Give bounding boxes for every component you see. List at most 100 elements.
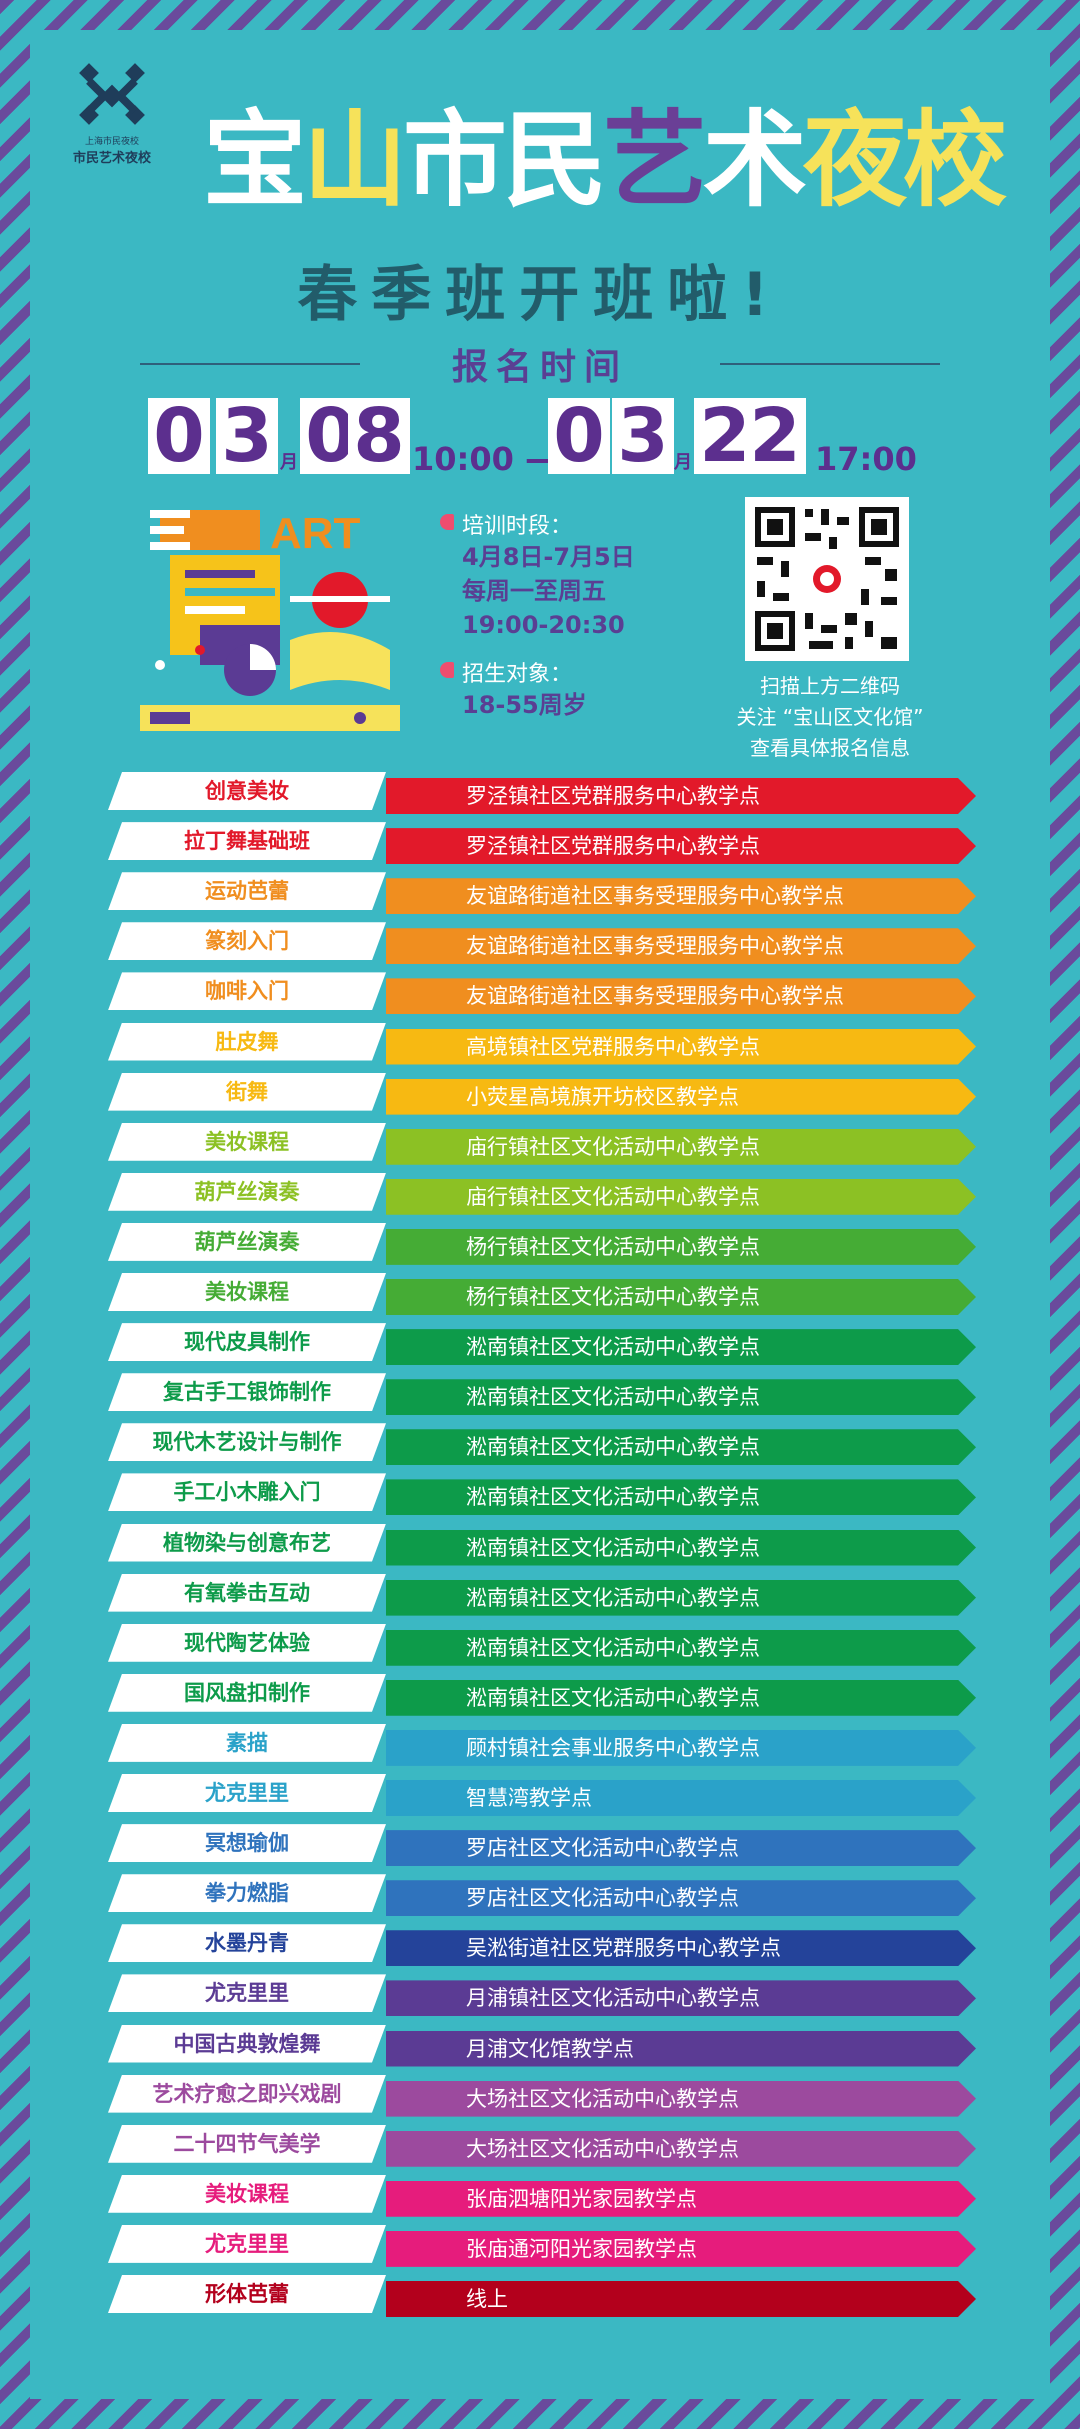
course-name: 葫芦丝演奏	[194, 1179, 300, 1204]
title-char: 校	[902, 99, 1007, 221]
course-row: 庙行镇社区文化活动中心教学点 美妆课程	[108, 1123, 980, 1161]
divider	[140, 363, 360, 365]
logo-name: 市民艺术夜校	[72, 151, 151, 166]
course-name: 尤克里里	[205, 1981, 289, 2006]
month-label: 月	[280, 452, 298, 473]
course-name-tag: 复古手工银饰制作	[108, 1373, 386, 1411]
start-time: 10:00 —	[412, 440, 557, 478]
course-name-tag: 现代木艺设计与制作	[108, 1423, 386, 1461]
course-name-tag: 有氧拳击互动	[108, 1574, 386, 1612]
art-word: ART	[270, 509, 361, 558]
course-row: 张庙泗塘阳光家园教学点 美妆课程	[108, 2175, 980, 2213]
logo-subtitle: 上海市民夜校	[84, 137, 139, 147]
course-name-tag: 美妆课程	[108, 2175, 386, 2213]
course-name-tag: 中国古典敦煌舞	[108, 2025, 386, 2063]
course-location: 庙行镇社区文化活动中心教学点	[466, 1184, 760, 1209]
course-name-tag: 创意美妆	[108, 772, 386, 810]
target-age: 18-55周岁	[462, 691, 587, 719]
course-name: 美妆课程	[205, 1280, 289, 1304]
course-name: 篆刻入门	[205, 929, 289, 954]
course-name: 二十四节气美学	[173, 2131, 321, 2156]
course-row: 友谊路街道社区事务受理服务中心教学点 咖啡入门	[108, 972, 980, 1010]
course-location: 月浦文化馆教学点	[466, 2036, 634, 2061]
course-location: 智慧湾教学点	[466, 1786, 592, 1810]
course-location: 淞南镇社区文化活动中心教学点	[466, 1435, 760, 1460]
course-location-bar: 友谊路街道社区事务受理服务中心教学点	[386, 878, 976, 914]
course-name: 街舞	[226, 1079, 268, 1104]
course-location-bar: 友谊路街道社区事务受理服务中心教学点	[386, 928, 976, 964]
course-name-tag: 艺术疗愈之即兴戏剧	[108, 2075, 386, 2113]
course-row: 线上 形体芭蕾	[108, 2275, 980, 2313]
course-name: 有氧拳击互动	[184, 1580, 310, 1605]
logo: 上海市民夜校 市民艺术夜校	[68, 60, 156, 166]
course-row: 罗泾镇社区党群服务中心教学点 拉丁舞基础班	[108, 822, 980, 860]
course-location: 大场社区文化活动中心教学点	[466, 2136, 739, 2161]
course-name: 美妆课程	[205, 2181, 289, 2206]
title-char: 宝	[202, 99, 307, 221]
period-line: 每周一至周五	[462, 577, 606, 605]
course-location: 高境镇社区党群服务中心教学点	[466, 1034, 760, 1059]
course-location: 罗泾镇社区党群服务中心教学点	[466, 784, 760, 808]
course-location: 线上	[466, 2287, 508, 2311]
course-row: 顾村镇社会事业服务中心教学点 素描	[108, 1724, 980, 1762]
course-name: 葫芦丝演奏	[194, 1229, 300, 1254]
course-location-bar: 友谊路街道社区事务受理服务中心教学点	[386, 978, 976, 1014]
course-location-bar: 淞南镇社区文化活动中心教学点	[386, 1680, 976, 1716]
course-name: 咖啡入门	[205, 979, 289, 1004]
date-digit: 2	[744, 398, 806, 474]
course-name-tag: 形体芭蕾	[108, 2275, 386, 2313]
course-location: 罗泾镇社区党群服务中心教学点	[466, 834, 760, 859]
course-name: 水墨丹青	[205, 1931, 289, 1956]
qr-code[interactable]	[745, 497, 909, 661]
course-location-bar: 淞南镇社区文化活动中心教学点	[386, 1530, 976, 1566]
course-name: 国风盘扣制作	[184, 1680, 310, 1705]
course-name: 拉丁舞基础班	[184, 829, 310, 854]
course-location-bar: 智慧湾教学点	[386, 1780, 976, 1816]
course-location-bar: 大场社区文化活动中心教学点	[386, 2081, 976, 2117]
course-location-bar: 庙行镇社区文化活动中心教学点	[386, 1179, 976, 1215]
course-location: 淞南镇社区文化活动中心教学点	[466, 1685, 760, 1710]
course-location-bar: 淞南镇社区文化活动中心教学点	[386, 1329, 976, 1365]
course-row: 淞南镇社区文化活动中心教学点 复古手工银饰制作	[108, 1373, 980, 1411]
course-location-bar: 大场社区文化活动中心教学点	[386, 2131, 976, 2167]
course-location: 淞南镇社区文化活动中心教学点	[466, 1335, 760, 1360]
course-location-bar: 淞南镇社区文化活动中心教学点	[386, 1479, 976, 1515]
course-name-tag: 葫芦丝演奏	[108, 1173, 386, 1211]
course-location-bar: 罗泾镇社区党群服务中心教学点	[386, 778, 976, 814]
course-row: 小荧星高境旗开坊校区教学点 街舞	[108, 1073, 980, 1111]
course-row: 杨行镇社区文化活动中心教学点 葫芦丝演奏	[108, 1223, 980, 1261]
divider	[720, 363, 940, 365]
course-row: 高境镇社区党群服务中心教学点 肚皮舞	[108, 1023, 980, 1061]
course-location-bar: 庙行镇社区文化活动中心教学点	[386, 1129, 976, 1165]
date-digit: 0	[148, 398, 210, 474]
month-label: 月	[674, 452, 692, 473]
course-name-tag: 手工小木雕入门	[108, 1473, 386, 1511]
course-location-bar: 顾村镇社会事业服务中心教学点	[386, 1730, 976, 1766]
course-location-bar: 淞南镇社区文化活动中心教学点	[386, 1630, 976, 1666]
course-name-tag: 篆刻入门	[108, 922, 386, 960]
course-location: 淞南镇社区文化活动中心教学点	[466, 1585, 760, 1610]
subtitle: 春季班开班啦!	[297, 260, 783, 330]
period-line: 19:00-20:30	[462, 611, 625, 639]
course-row: 月浦文化馆教学点 中国古典敦煌舞	[108, 2025, 980, 2063]
qr-caption-line: 关注 “宝山区文化馆”	[736, 705, 924, 729]
date-digit: 3	[612, 398, 674, 474]
course-location-bar: 月浦镇社区文化活动中心教学点	[386, 1980, 976, 2016]
course-row: 大场社区文化活动中心教学点 二十四节气美学	[108, 2125, 980, 2163]
course-name: 艺术疗愈之即兴戏剧	[152, 2081, 342, 2106]
course-name-tag: 拉丁舞基础班	[108, 822, 386, 860]
course-row: 罗店社区文化活动中心教学点 拳力燃脂	[108, 1874, 980, 1912]
course-row: 淞南镇社区文化活动中心教学点 有氧拳击互动	[108, 1574, 980, 1612]
date-digit: 0	[548, 398, 610, 474]
registration-label: 报名时间	[140, 338, 940, 388]
course-name: 现代陶艺体验	[184, 1630, 310, 1655]
course-location: 小荧星高境旗开坊校区教学点	[466, 1084, 739, 1109]
course-location-bar: 杨行镇社区文化活动中心教学点	[386, 1229, 976, 1265]
course-name: 拳力燃脂	[205, 1881, 289, 1906]
course-name: 植物染与创意布艺	[163, 1530, 331, 1555]
course-row: 淞南镇社区文化活动中心教学点 手工小木雕入门	[108, 1473, 980, 1511]
course-location: 张庙泗塘阳光家园教学点	[466, 2186, 697, 2211]
course-row: 淞南镇社区文化活动中心教学点 现代皮具制作	[108, 1323, 980, 1361]
title-char: 民	[502, 99, 607, 221]
end-time: 17:00	[815, 440, 917, 478]
